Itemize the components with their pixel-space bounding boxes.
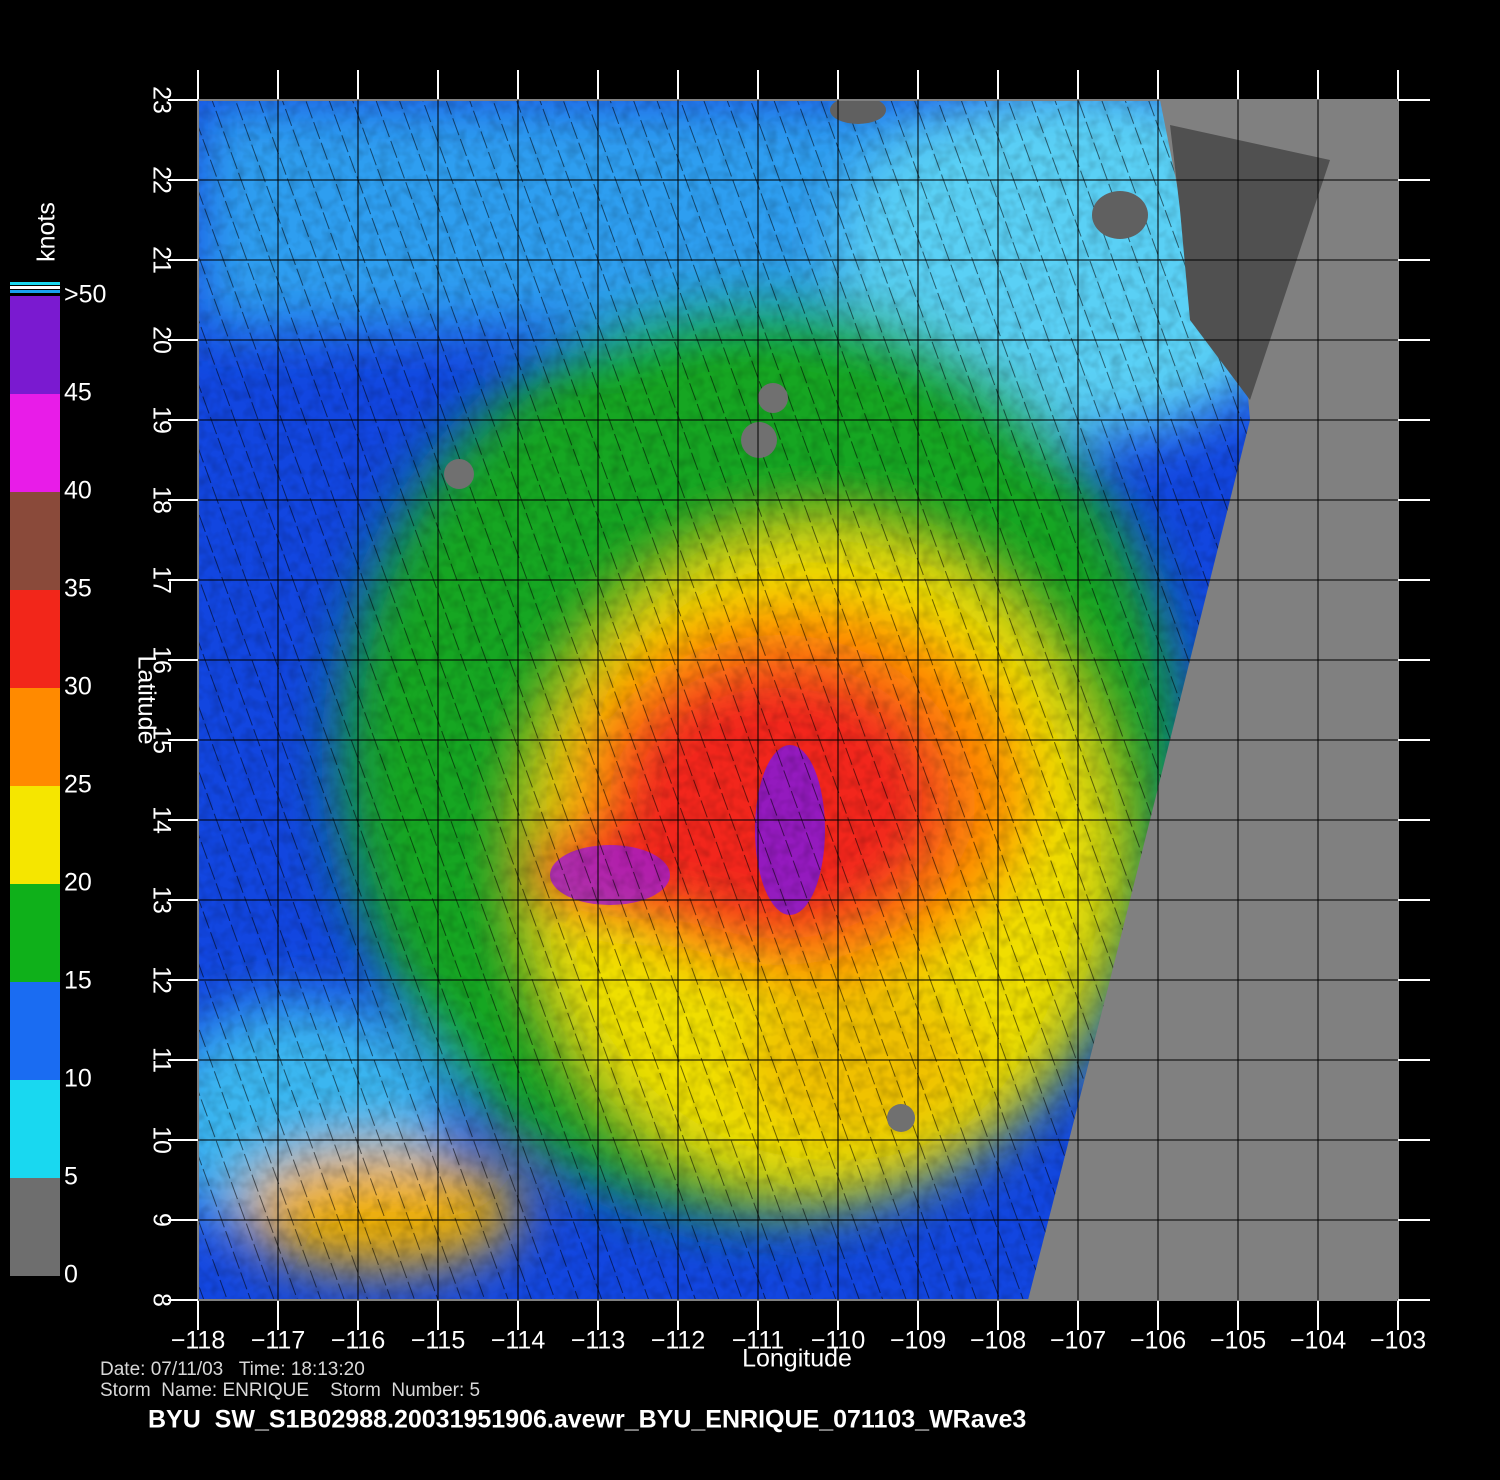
x-tick-label: −115	[411, 1327, 465, 1355]
y-tick-label: 20	[147, 326, 175, 354]
colorbar-segment	[10, 590, 60, 688]
x-tick-label: −113	[571, 1327, 625, 1355]
colorbar-segment	[10, 1080, 60, 1178]
x-tick-label: −103	[1370, 1327, 1426, 1355]
colorbar-segment	[10, 1178, 60, 1276]
wind-imagery	[198, 100, 1398, 1300]
colorbar-tick-label: 0	[64, 1261, 78, 1289]
colorbar-segment	[10, 982, 60, 1080]
x-tick-label: −114	[491, 1327, 546, 1355]
colorbar-segment	[10, 296, 60, 394]
title: BYU SW_S1B02988.20031951906.avewr_BYU_EN…	[148, 1406, 1026, 1434]
x-tick-label: −116	[331, 1327, 385, 1355]
colorbar-segment	[10, 688, 60, 786]
y-tick-label: 8	[147, 1293, 175, 1307]
date-time: Date: 07/11/03 Time: 18:13:20	[100, 1359, 365, 1380]
colorbar-tick-label: 15	[64, 967, 92, 995]
x-tick-label: −104	[1290, 1327, 1346, 1355]
colorbar-tick-label: 30	[64, 673, 92, 701]
colorbar-segment	[10, 884, 60, 982]
x-tick-label: −107	[1050, 1327, 1106, 1355]
storm-info: Storm Name: ENRIQUE Storm Number: 5	[100, 1380, 480, 1401]
y-tick-label: 21	[147, 246, 175, 274]
x-axis-label: Longitude	[742, 1345, 852, 1373]
colorbar-tick-label: 40	[64, 477, 92, 505]
x-tick-label: −118	[171, 1327, 225, 1355]
x-tick-label: −110	[811, 1327, 865, 1355]
colorbar-tick-label: 5	[64, 1163, 78, 1191]
y-tick-label: 18	[147, 486, 175, 514]
y-tick-label: 11	[147, 1047, 175, 1073]
y-tick-label: 22	[147, 166, 175, 194]
y-tick-label: 17	[147, 566, 175, 594]
x-tick-label: −111	[732, 1327, 785, 1355]
x-tick-label: −105	[1210, 1327, 1266, 1355]
x-tick-label: −106	[1130, 1327, 1186, 1355]
colorbar-tick-label: 45	[64, 379, 92, 407]
y-tick-label: 12	[147, 966, 175, 994]
colorbar-tick-label: 20	[64, 869, 92, 897]
colorbar-tick-label: 25	[64, 771, 92, 799]
x-tick-label: −117	[251, 1327, 305, 1355]
y-tick-label: 23	[147, 86, 175, 114]
x-tick-label: −109	[890, 1327, 946, 1355]
colorbar-segment	[10, 786, 60, 884]
y-tick-label: 16	[147, 646, 175, 674]
colorbar-tick-label: 35	[64, 575, 92, 603]
colorbar-cap	[10, 282, 60, 293]
y-tick-label: 13	[147, 886, 175, 914]
y-tick-label: 19	[147, 406, 175, 434]
y-tick-label: 14	[147, 806, 175, 834]
y-tick-label: 10	[147, 1126, 175, 1154]
colorbar-tick-label: 10	[64, 1065, 92, 1093]
colorbar-label: knots	[33, 202, 61, 262]
y-axis-label: Latitude	[132, 656, 160, 745]
y-tick-label: 15	[147, 726, 175, 754]
colorbar-segment	[10, 492, 60, 590]
y-tick-label: 9	[147, 1213, 175, 1227]
colorbar-segment	[10, 394, 60, 492]
x-tick-label: −112	[651, 1327, 705, 1355]
colorbar-tick-label: >50	[64, 281, 106, 309]
x-tick-label: −108	[970, 1327, 1026, 1355]
